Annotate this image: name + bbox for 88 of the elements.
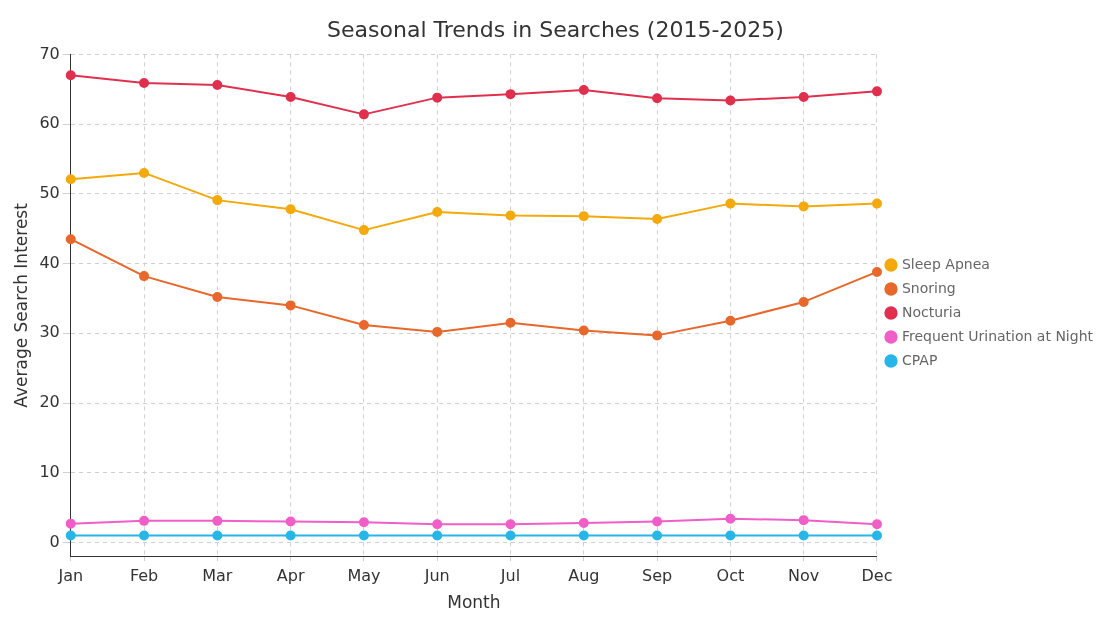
point (358, 109, 369, 120)
legend-label: Sleep Apnea (901, 255, 990, 272)
point (285, 530, 296, 541)
point (652, 93, 663, 104)
point (578, 530, 589, 541)
point (65, 234, 76, 245)
x-tick-label: May (347, 566, 381, 586)
point (139, 167, 150, 178)
point (212, 80, 223, 91)
y-tick-label: 60 (39, 113, 60, 133)
point (725, 95, 736, 106)
point (871, 198, 882, 209)
point (358, 517, 369, 528)
point (725, 198, 736, 209)
point (285, 300, 296, 311)
point (432, 206, 443, 217)
x-tick-label: Dec (861, 566, 893, 586)
legend-label: Snoring (901, 279, 956, 296)
point (139, 77, 150, 88)
point (358, 225, 369, 236)
point (505, 89, 516, 100)
point (798, 201, 809, 212)
point (212, 292, 223, 303)
point (798, 515, 809, 526)
point (798, 91, 809, 102)
point (871, 266, 882, 277)
point (578, 211, 589, 222)
point (432, 519, 443, 530)
point (798, 296, 809, 307)
legend-label: CPAP (901, 351, 938, 368)
point (578, 84, 589, 95)
point (65, 70, 76, 81)
x-tick-label: Nov (788, 566, 820, 586)
point (285, 91, 296, 102)
x-tick-label: Mar (202, 566, 233, 586)
point (871, 86, 882, 97)
point (505, 317, 516, 328)
point (798, 530, 809, 541)
point (725, 315, 736, 326)
point (725, 530, 736, 541)
x-tick-label: Jun (423, 566, 450, 586)
point (285, 516, 296, 527)
point (432, 92, 443, 103)
point (505, 530, 516, 541)
point (652, 516, 663, 527)
x-tick-label: Jan (57, 566, 84, 586)
x-tick-label: Apr (276, 566, 305, 586)
point (578, 325, 589, 336)
point (212, 530, 223, 541)
chart-title: Seasonal Trends in Searches (2015-2025) (327, 16, 784, 42)
point (578, 517, 589, 528)
point (725, 513, 736, 524)
y-tick-label: 40 (39, 252, 60, 272)
point (432, 326, 443, 337)
x-tick-label: Sep (642, 566, 673, 586)
point (65, 518, 76, 529)
point (871, 530, 882, 541)
point (505, 210, 516, 221)
point (139, 271, 150, 282)
y-tick-label: 30 (39, 322, 60, 342)
point (652, 213, 663, 224)
y-tick-label: 0 (49, 531, 60, 551)
point (139, 515, 150, 526)
point (65, 530, 76, 541)
point (652, 530, 663, 541)
x-tick-label: Oct (716, 566, 745, 586)
point (652, 330, 663, 341)
point (358, 319, 369, 330)
y-tick-label: 50 (39, 183, 60, 202)
x-tick-label: Aug (568, 566, 600, 586)
point (358, 530, 369, 541)
point (505, 519, 516, 530)
x-tick-label: Feb (129, 566, 159, 586)
y-axis-title: Average Search Interest (10, 202, 31, 408)
point (871, 519, 882, 530)
legend-label: Frequent Urination at Night (901, 327, 1094, 344)
point (432, 530, 443, 541)
point (65, 174, 76, 185)
y-tick-label: 20 (39, 392, 60, 412)
point (212, 195, 223, 206)
x-tick-label: Jul (499, 566, 521, 586)
point (285, 204, 296, 215)
legend-label: Nocturia (901, 303, 962, 320)
x-axis-title: Month (447, 592, 501, 613)
y-tick-label: 10 (39, 461, 60, 481)
y-tick-label: 70 (39, 43, 60, 63)
point (212, 515, 223, 526)
point (139, 530, 150, 541)
